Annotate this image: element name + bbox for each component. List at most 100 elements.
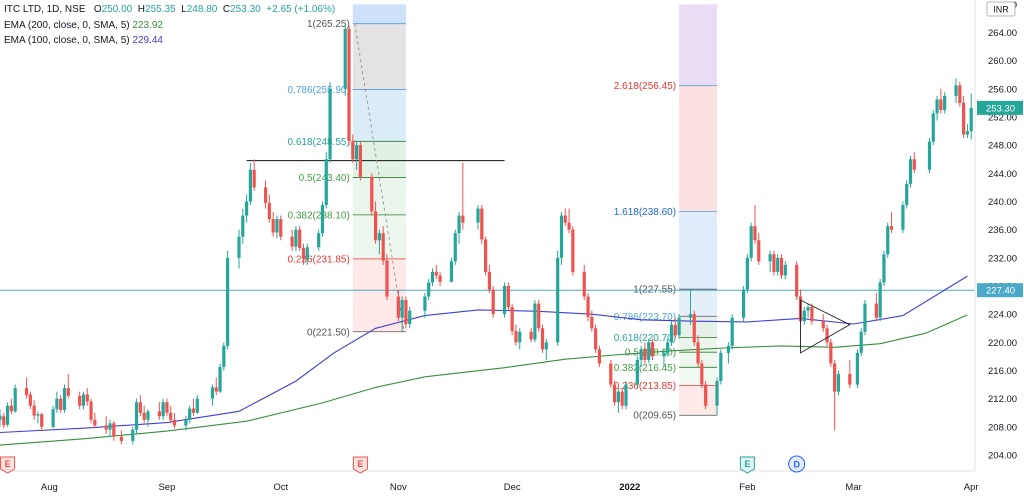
candle	[32, 400, 36, 420]
candle-body	[169, 412, 173, 420]
candle-body	[480, 208, 484, 240]
candle-body	[328, 88, 332, 160]
candle	[146, 409, 150, 427]
candle	[700, 359, 704, 389]
candle-body	[138, 402, 142, 413]
candle	[927, 138, 932, 174]
low-value: 248.80	[186, 4, 218, 15]
candle	[28, 391, 32, 410]
close-label: C	[222, 4, 231, 15]
candle	[795, 261, 799, 301]
candle	[138, 395, 142, 417]
candle	[783, 261, 787, 279]
price-tick-label: 232.00	[988, 253, 1017, 264]
candle-body	[298, 229, 302, 248]
candle	[833, 359, 837, 431]
symbol-ohlc-row: ITC LTD, 1D, NSE O250.00 H255.35 L248.80…	[4, 2, 335, 18]
candle	[89, 398, 93, 424]
candle-body	[252, 169, 256, 188]
ema200-value: 223.92	[132, 19, 163, 31]
candle	[757, 233, 761, 265]
candle	[172, 412, 177, 429]
candle	[169, 405, 173, 424]
candle	[298, 226, 302, 251]
candle	[24, 377, 29, 399]
candle-body	[779, 257, 784, 276]
price-tick-label: 208.00	[988, 422, 1017, 433]
candle-body	[662, 352, 666, 357]
earnings-event-icon[interactable]: E	[739, 456, 755, 474]
candle-body	[757, 240, 761, 262]
candle-body	[423, 296, 427, 311]
candle	[263, 180, 268, 209]
candle	[324, 152, 328, 209]
candle-body	[476, 208, 480, 223]
candle	[62, 384, 67, 413]
fib-trend-line	[354, 23, 405, 332]
candle	[161, 398, 165, 420]
candle-body	[237, 236, 241, 258]
ema200-line	[0, 314, 968, 446]
fib-level-label: 1.618(238.60)	[614, 207, 676, 218]
dividend-event-icon[interactable]: D	[788, 455, 806, 473]
candle	[51, 405, 55, 429]
candle	[612, 381, 617, 406]
candle	[5, 402, 10, 427]
candle	[905, 180, 909, 209]
candle-body	[210, 387, 215, 399]
candle-body	[305, 247, 309, 260]
chart-legend: ITC LTD, 1D, NSE O250.00 H255.35 L248.80…	[4, 2, 335, 49]
candle-body	[408, 310, 412, 325]
earnings-event-icon[interactable]: E	[0, 456, 16, 474]
candle	[704, 381, 708, 410]
candle-body	[32, 405, 36, 416]
candle-body	[400, 300, 404, 318]
candle	[806, 303, 810, 318]
candle-body	[836, 374, 841, 392]
price-tick-label: 264.00	[988, 28, 1017, 39]
ema100-legend-row[interactable]: EMA (100, close, 0, SMA, 5) 229.44	[4, 33, 335, 49]
candle	[772, 250, 776, 276]
candle-body	[726, 345, 731, 353]
fib-level-label: 0.5(243.40)	[299, 173, 350, 184]
candle-body	[768, 254, 772, 262]
last-price-badge	[977, 100, 1023, 115]
candle	[912, 152, 916, 174]
candle	[635, 356, 639, 389]
candle-body	[745, 257, 749, 290]
candle-body	[502, 286, 507, 315]
candle-body	[518, 331, 522, 343]
ema200-label: EMA (200, close, 0, SMA, 5)	[4, 19, 130, 31]
candle-body	[271, 219, 275, 233]
level-badge	[977, 283, 1023, 298]
time-tick-label: Feb	[739, 482, 755, 493]
event-label: E	[5, 459, 11, 469]
candle-body	[825, 328, 829, 343]
event-label: E	[744, 459, 750, 469]
candle-body	[677, 317, 681, 336]
fib-band	[679, 316, 718, 338]
candle-body	[404, 300, 408, 325]
fib-level-label: 0(221.50)	[307, 327, 350, 338]
candle-body	[184, 419, 188, 426]
candle-body	[108, 423, 112, 430]
fib-level-label: 1(265.25)	[307, 19, 350, 30]
candle-body	[301, 247, 306, 260]
fib-band	[679, 85, 718, 212]
candle	[848, 359, 852, 389]
candle-body	[449, 261, 454, 282]
candle	[434, 264, 438, 279]
candle	[40, 412, 44, 431]
price-tick-label: 216.00	[988, 366, 1017, 377]
candle-body	[802, 310, 806, 322]
candle-body	[484, 239, 488, 272]
candle	[400, 296, 404, 332]
fib-band	[679, 211, 718, 290]
candle-body	[85, 394, 89, 402]
ema200-legend-row[interactable]: EMA (200, close, 0, SMA, 5) 223.92	[4, 18, 335, 34]
candle-body	[859, 331, 863, 353]
earnings-event-icon[interactable]: E	[352, 456, 368, 474]
price-tick-label: 220.00	[988, 338, 1017, 349]
candle	[582, 264, 586, 301]
